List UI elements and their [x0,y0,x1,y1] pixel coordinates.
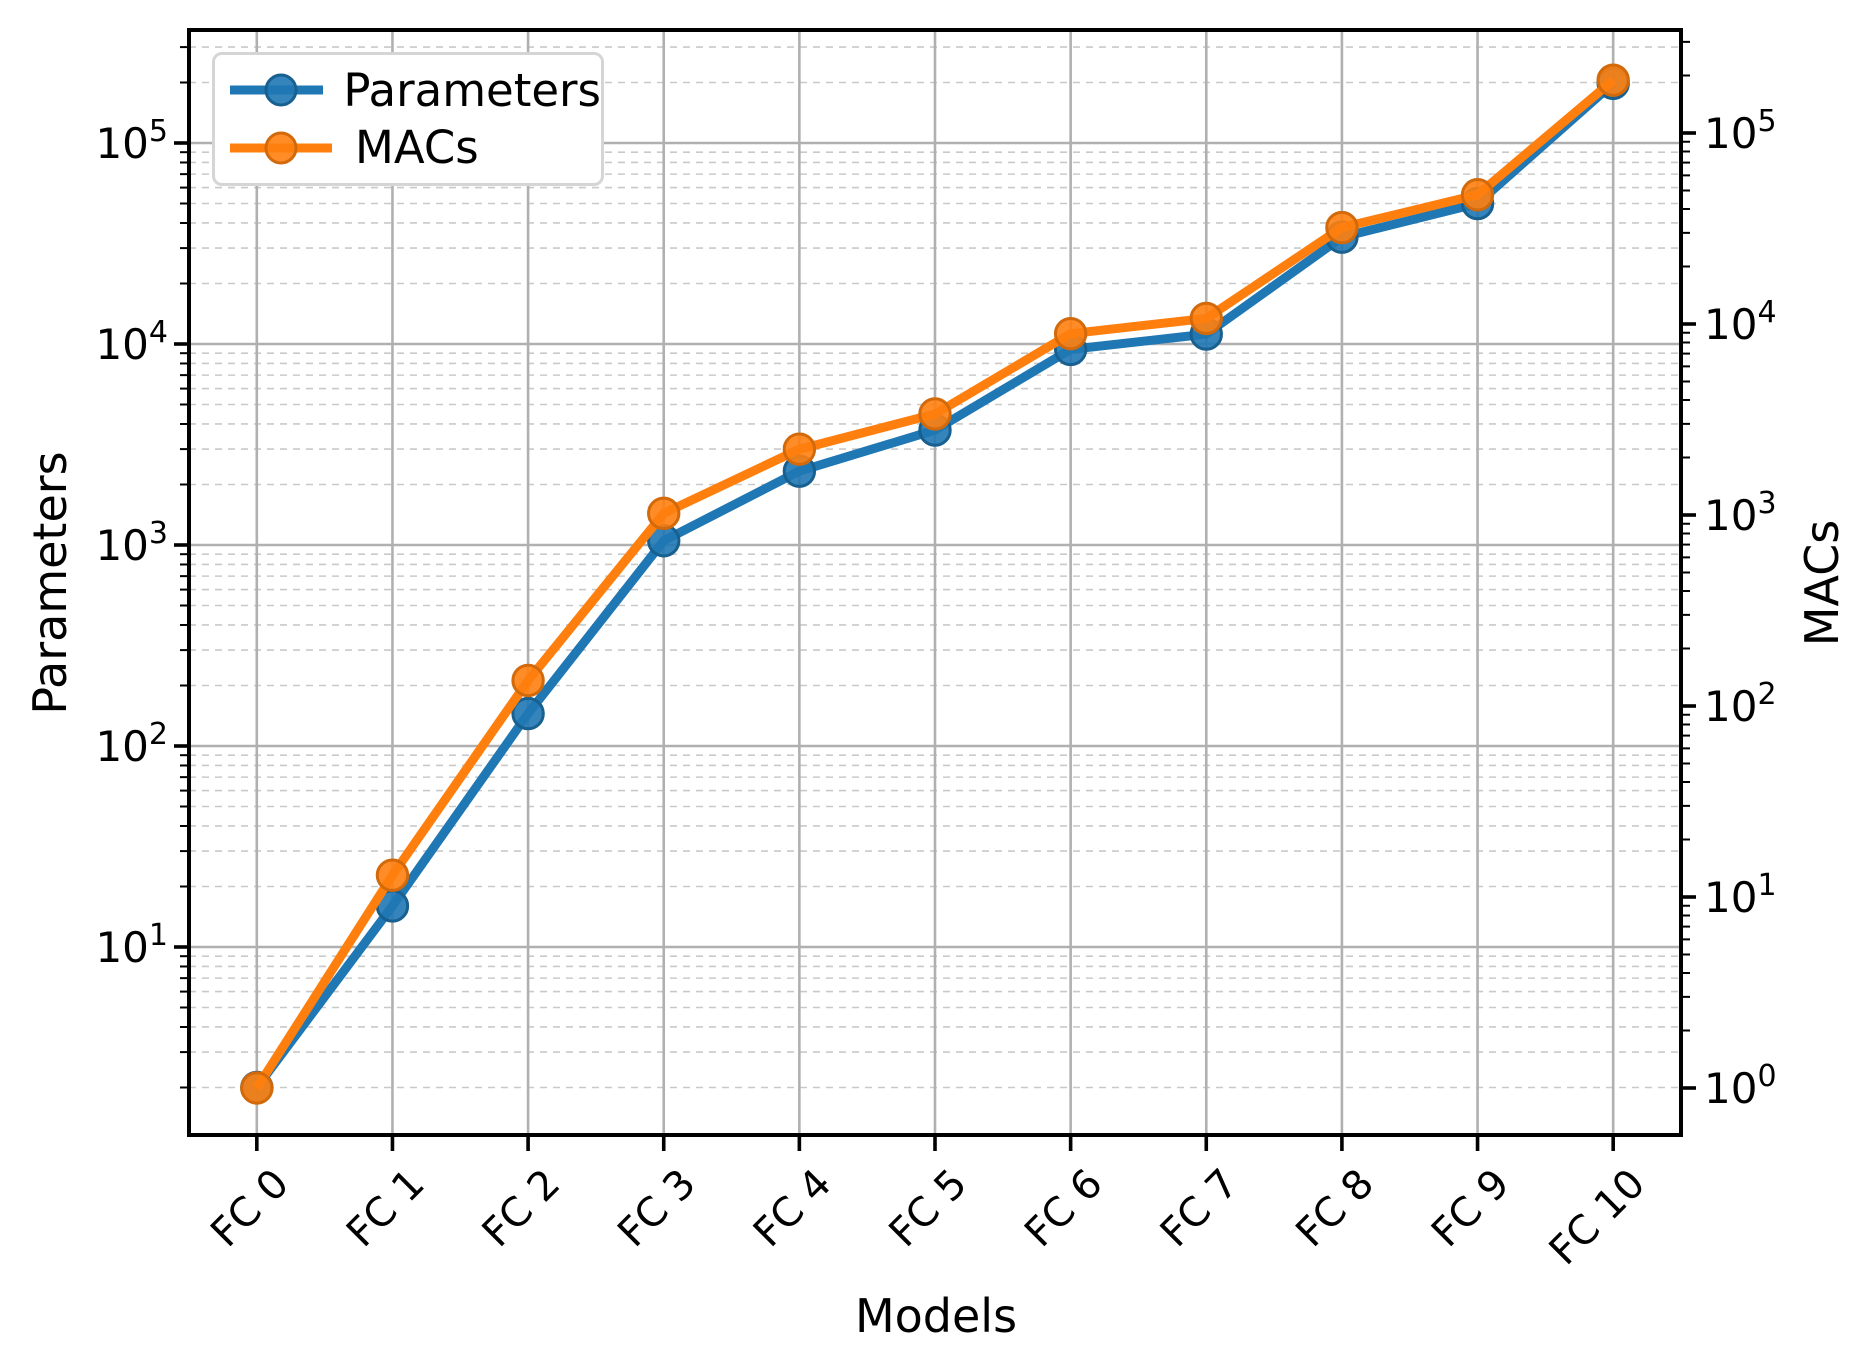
parameters-legend-marker [264,73,298,107]
y-tick-label: 103 [95,516,168,570]
y-tick-label: 101 [95,918,168,972]
macs-markers [240,63,1630,1105]
major-gridlines [189,30,1681,1135]
macs-data-point-marker [1325,210,1359,245]
x-tick-label: FC 0 [202,1161,298,1257]
y-tick-label: 102 [1704,677,1777,731]
right-axis-title: MACs [1795,519,1849,647]
macs-data-point-marker [918,397,952,431]
legend-entry-macs: MACs [227,125,601,170]
x-tick-label: FC 7 [1152,1161,1248,1257]
macs-data-point-marker [1189,301,1223,336]
y-tick-label: 105 [1704,104,1777,158]
legend-label-parameters: Parameters [343,63,601,117]
y-tick-label: 104 [95,315,168,369]
legend: Parameters MACs [212,52,604,186]
y-tick-label: 102 [95,717,168,771]
x-tick-label: FC 10 [1541,1161,1655,1275]
x-tick-label: FC 3 [609,1161,705,1257]
left-axis-title: Parameters [23,451,77,715]
axis-ticks [174,40,1696,1151]
x-tick-label: FC 8 [1287,1161,1383,1257]
y-tick-label: 105 [95,114,168,168]
y-tick-label: 100 [1704,1059,1777,1113]
macs-legend-marker [264,131,298,165]
parameters-legend-sample-icon [230,73,324,107]
x-tick-label: FC 5 [881,1161,977,1257]
x-axis-title: Models [854,1289,1018,1343]
y-tick-label: 101 [1704,868,1777,922]
y-tick-label: 103 [1704,486,1777,540]
macs-legend-sample-icon [230,131,332,165]
legend-entry-parameters: Parameters [227,68,601,113]
macs-data-point-marker [1053,316,1088,351]
macs-data-point-marker [1460,178,1495,212]
macs-data-point-marker [375,858,410,892]
x-tick-label: FC 1 [338,1161,434,1257]
x-tick-label: FC 4 [745,1161,841,1257]
x-tick-label: FC 9 [1423,1161,1519,1257]
x-tick-label: FC 6 [1016,1161,1112,1257]
x-tick-label: FC 2 [474,1161,570,1257]
macs-data-point-marker [647,496,681,531]
y-tick-label: 104 [1704,295,1777,349]
parameters-data-point-marker [511,696,545,731]
legend-label-macs: MACs [355,121,479,175]
macs-data-point-marker [240,1071,274,1105]
macs-data-point-marker [1596,63,1630,97]
macs-data-point-marker [782,432,817,466]
macs-data-point-marker [511,663,545,698]
